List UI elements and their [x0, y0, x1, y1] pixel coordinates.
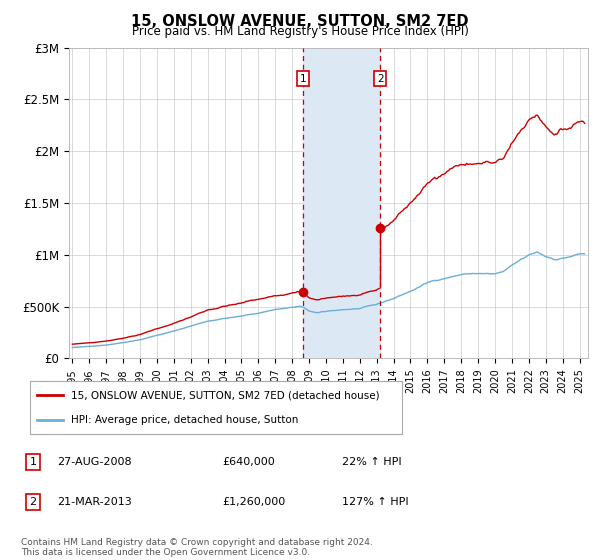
Text: Price paid vs. HM Land Registry's House Price Index (HPI): Price paid vs. HM Land Registry's House … [131, 25, 469, 38]
Text: £640,000: £640,000 [222, 457, 275, 467]
Text: 2: 2 [377, 74, 383, 83]
Text: 22% ↑ HPI: 22% ↑ HPI [342, 457, 401, 467]
Bar [303, 48, 380, 358]
Text: £1,260,000: £1,260,000 [222, 497, 285, 507]
Text: 2: 2 [29, 497, 37, 507]
Text: 15, ONSLOW AVENUE, SUTTON, SM2 7ED (detached house): 15, ONSLOW AVENUE, SUTTON, SM2 7ED (deta… [71, 390, 380, 400]
Text: 127% ↑ HPI: 127% ↑ HPI [342, 497, 409, 507]
Text: 27-AUG-2008: 27-AUG-2008 [57, 457, 131, 467]
Text: Contains HM Land Registry data © Crown copyright and database right 2024.
This d: Contains HM Land Registry data © Crown c… [21, 538, 373, 557]
Text: 1: 1 [29, 457, 37, 467]
Text: 15, ONSLOW AVENUE, SUTTON, SM2 7ED: 15, ONSLOW AVENUE, SUTTON, SM2 7ED [131, 14, 469, 29]
Text: HPI: Average price, detached house, Sutton: HPI: Average price, detached house, Sutt… [71, 414, 298, 424]
Text: 21-MAR-2013: 21-MAR-2013 [57, 497, 132, 507]
Text: 1: 1 [300, 74, 307, 83]
